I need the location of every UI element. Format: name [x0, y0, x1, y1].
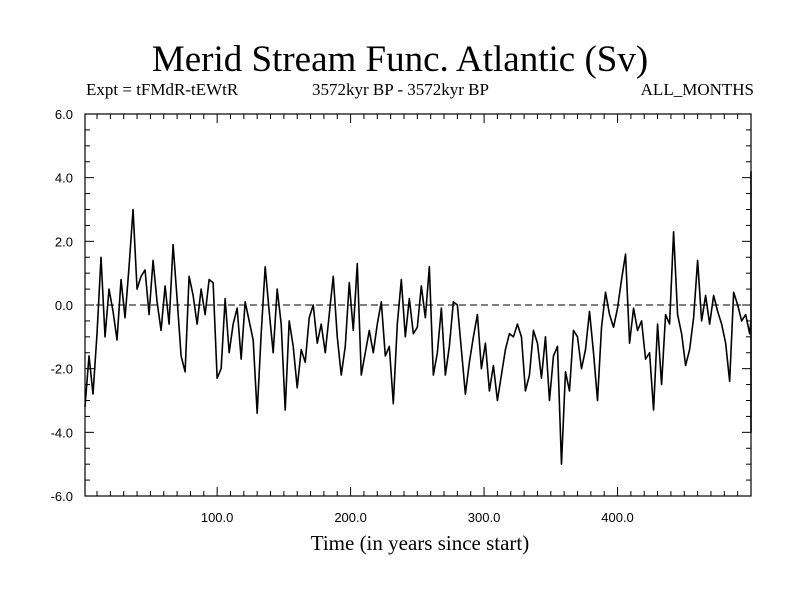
plot-frame: [84, 113, 752, 497]
x-tick-label: 400.0: [601, 510, 634, 525]
x-tick-label: 300.0: [468, 510, 501, 525]
data-series-line: [84, 171, 752, 465]
y-tick-label: 6.0: [55, 107, 73, 122]
chart-title: Merid Stream Func. Atlantic (Sv): [151, 39, 649, 80]
axis-ticks: [85, 113, 751, 497]
months-label: ALL_MONTHS: [640, 80, 754, 99]
y-tick-label: -6.0: [51, 489, 73, 504]
x-tick-label: 200.0: [334, 510, 367, 525]
y-tick-label: 4.0: [55, 171, 73, 186]
period-label: 3572kyr BP - 3572kyr BP: [312, 80, 489, 99]
y-tick-label: 2.0: [55, 234, 73, 249]
axis-tick-labels: -6.0 -4.0 -2.0 0.0 2.0 4.0 6.0 100.0 200.0 300.0 4…: [51, 107, 634, 525]
y-tick-label: -4.0: [51, 425, 73, 440]
experiment-label: Expt = tFMdR-tEWtR: [86, 80, 239, 99]
x-tick-label: 100.0: [201, 510, 234, 525]
x-axis-label: Time (in years since start): [310, 531, 530, 555]
y-tick-label: 0.0: [55, 298, 73, 313]
y-tick-label: -2.0: [51, 362, 73, 377]
